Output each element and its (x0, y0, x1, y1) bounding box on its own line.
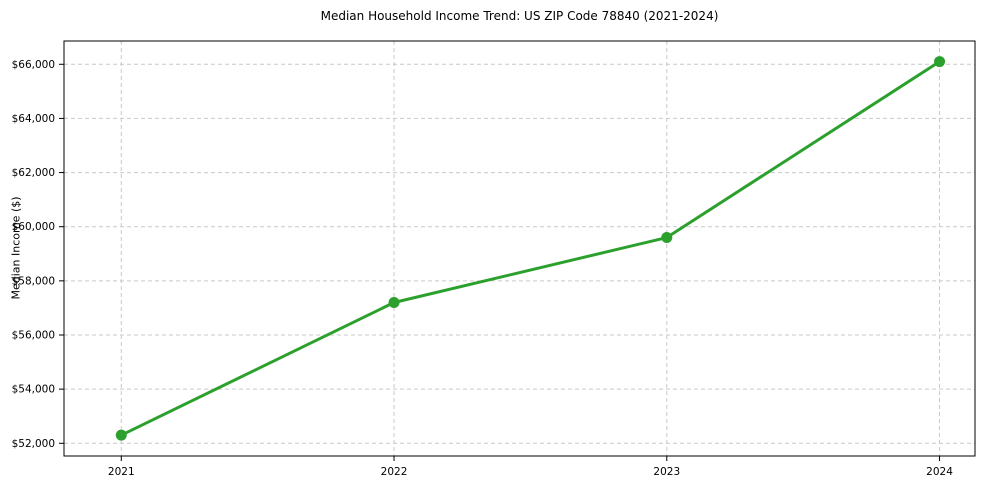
x-tick-label: 2024 (926, 466, 953, 478)
y-tick-label: $54,000 (12, 384, 55, 396)
data-point-2023 (661, 232, 673, 244)
data-point-2022 (388, 297, 400, 309)
y-axis-label: Median Income ($) (9, 196, 23, 300)
income-trend-line (119, 60, 942, 437)
data-point-2024 (934, 56, 946, 68)
plot-border (63, 40, 976, 457)
x-tick-label: 2021 (108, 466, 135, 478)
y-tick-label: $64,000 (12, 113, 55, 125)
data-point-2021 (115, 429, 127, 441)
y-tick-label: $62,000 (12, 167, 55, 179)
x-tick-label: 2022 (381, 466, 408, 478)
y-tick-label: $66,000 (12, 59, 55, 71)
y-tick-label: $58,000 (12, 275, 55, 287)
x-tick-label: 2023 (653, 466, 680, 478)
y-tick-label: $52,000 (12, 438, 55, 450)
y-tick-label: $56,000 (12, 329, 55, 341)
y-tick-label: $60,000 (12, 221, 55, 233)
chart-title: Median Household Income Trend: US ZIP Co… (320, 9, 719, 23)
